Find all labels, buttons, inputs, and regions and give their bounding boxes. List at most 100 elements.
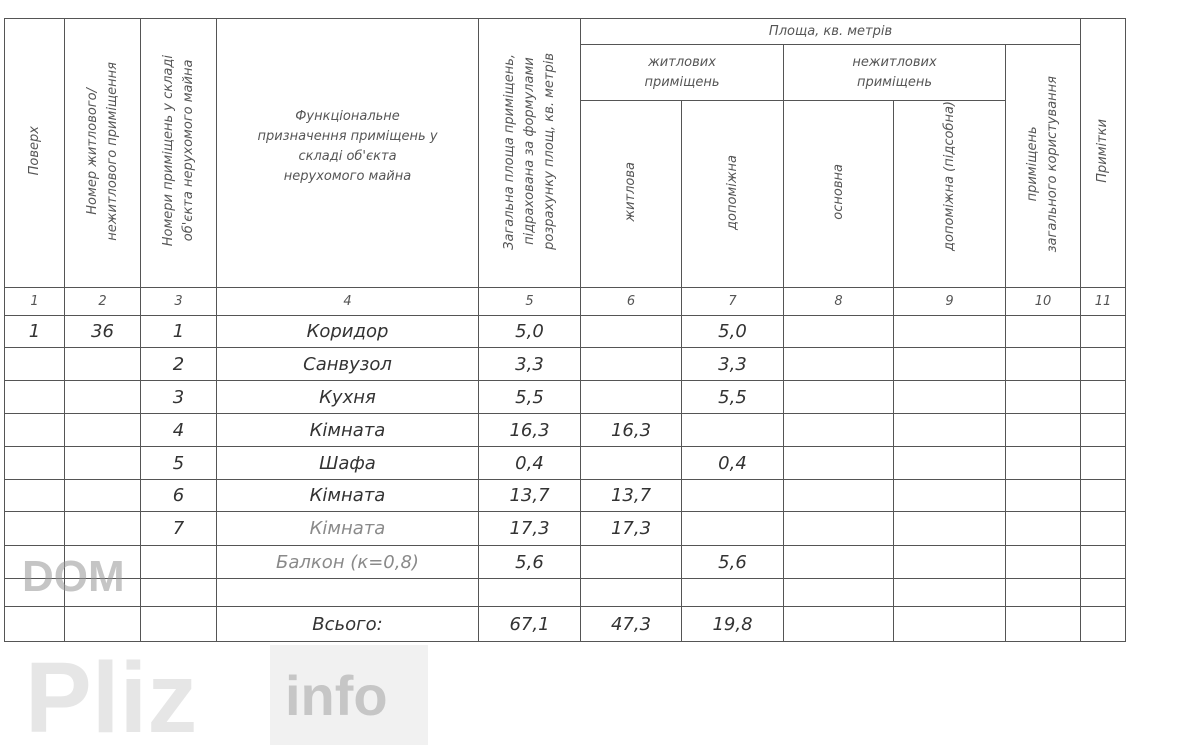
cell-empty <box>893 413 1006 447</box>
cell-total <box>478 578 581 607</box>
cell-total: 13,7 <box>478 479 581 512</box>
cell-unit <box>64 578 141 607</box>
header-common-use: приміщень загального користування <box>1004 44 1082 288</box>
header-common-use-label: приміщень загального користування <box>1025 75 1061 253</box>
header-main: основна <box>783 100 894 288</box>
cell-floor <box>4 578 65 607</box>
totals-living: 47,3 <box>580 606 682 642</box>
table-row: 7 Кімната 17,3 17,3 <box>4 511 1127 546</box>
header-floor-label: Поверх <box>26 126 42 176</box>
cell-living <box>580 578 682 607</box>
cell-empty <box>783 479 894 512</box>
watermark-pliz: Pliz <box>25 642 198 754</box>
cell-empty <box>783 578 894 607</box>
cell-total: 0,4 <box>478 446 581 480</box>
col-num: 8 <box>783 287 894 316</box>
cell-unit <box>64 380 141 414</box>
totals-row: Всього: 67,1 47,3 19,8 <box>4 606 1127 642</box>
cell-unit <box>64 347 141 381</box>
cell-living <box>580 315 682 348</box>
cell-living: 17,3 <box>580 511 682 546</box>
cell-total: 5,0 <box>478 315 581 348</box>
header-room-numbers: Номери приміщень у складі об'єкта нерухо… <box>140 18 217 288</box>
cell-unit <box>64 413 141 447</box>
cell-empty <box>64 606 141 642</box>
cell-no: 6 <box>140 479 217 512</box>
col-num: 1 <box>4 287 65 316</box>
header-auxiliary-label: допоміжна <box>724 154 740 230</box>
cell-aux: 5,6 <box>681 545 784 579</box>
cell-total: 17,3 <box>478 511 581 546</box>
cell-empty <box>783 606 894 642</box>
header-residential: житлових приміщень <box>580 44 784 101</box>
header-auxiliary-utility: допоміжна (підсобна) <box>893 100 1006 288</box>
cell-empty <box>893 315 1006 348</box>
cell-no: 4 <box>140 413 217 447</box>
cell-empty <box>1080 446 1127 480</box>
cell-living <box>580 380 682 414</box>
header-auxiliary-utility-label: допоміжна (підсобна) <box>941 101 957 251</box>
cell-empty <box>783 446 894 480</box>
table-row: 1 36 1 Коридор 5,0 5,0 <box>4 315 1127 348</box>
cell-no: 2 <box>140 347 217 381</box>
cell-living: 13,7 <box>580 479 682 512</box>
cell-living: 16,3 <box>580 413 682 447</box>
cell-empty <box>893 446 1006 480</box>
cell-purpose <box>216 578 479 607</box>
cell-empty <box>1004 545 1082 579</box>
cell-empty <box>1004 479 1082 512</box>
cell-empty <box>783 380 894 414</box>
cell-empty <box>140 606 217 642</box>
cell-aux: 0,4 <box>681 446 784 480</box>
cell-empty <box>783 315 894 348</box>
cell-purpose: Кімната <box>216 511 479 546</box>
cell-total: 3,3 <box>478 347 581 381</box>
cell-empty <box>1080 413 1127 447</box>
cell-unit <box>64 446 141 480</box>
header-floor: Поверх <box>4 18 65 288</box>
header-purpose: Функціональне призначення приміщень у ск… <box>216 18 479 288</box>
cell-empty <box>1004 380 1082 414</box>
cell-empty <box>1080 315 1127 348</box>
header-auxiliary: допоміжна <box>681 100 784 288</box>
header-notes: Примітки <box>1080 18 1127 288</box>
cell-empty <box>1080 479 1127 512</box>
cell-unit: 36 <box>64 315 141 348</box>
cell-empty <box>1080 347 1127 381</box>
header-total-area-label: Загальна площа приміщень, підрахована за… <box>501 52 557 250</box>
cell-purpose: Балкон (к=0,8) <box>216 545 479 579</box>
table-row: 2 Санвузол 3,3 3,3 <box>4 347 1127 381</box>
col-num: 11 <box>1080 287 1127 316</box>
col-num: 2 <box>64 287 141 316</box>
cell-empty <box>1004 446 1082 480</box>
col-num: 9 <box>893 287 1006 316</box>
table-row: 3 Кухня 5,5 5,5 <box>4 380 1127 414</box>
header-living-label: житлова <box>623 162 638 222</box>
cell-no: 5 <box>140 446 217 480</box>
room-area-table: Поверх Номер житлового/ нежитлового прим… <box>4 18 1127 642</box>
cell-aux: 5,0 <box>681 315 784 348</box>
cell-empty <box>1080 511 1127 546</box>
cell-empty <box>1004 511 1082 546</box>
cell-living <box>580 446 682 480</box>
cell-no <box>140 578 217 607</box>
totals-aux: 19,8 <box>681 606 784 642</box>
cell-total: 5,5 <box>478 380 581 414</box>
col-num: 6 <box>580 287 682 316</box>
cell-no <box>140 545 217 579</box>
cell-empty <box>1004 315 1082 348</box>
cell-total: 16,3 <box>478 413 581 447</box>
cell-floor: 1 <box>4 315 65 348</box>
cell-floor <box>4 380 65 414</box>
cell-no: 7 <box>140 511 217 546</box>
cell-empty <box>1080 578 1127 607</box>
cell-unit <box>64 479 141 512</box>
cell-purpose: Санвузол <box>216 347 479 381</box>
header-area-group: Площа, кв. метрів <box>579 18 1082 45</box>
cell-empty <box>893 511 1006 546</box>
cell-aux: 5,5 <box>681 380 784 414</box>
cell-aux <box>681 511 784 546</box>
header-living: житлова <box>580 100 682 288</box>
header-total-area: Загальна площа приміщень, підрахована за… <box>478 18 581 288</box>
cell-empty <box>783 347 894 381</box>
